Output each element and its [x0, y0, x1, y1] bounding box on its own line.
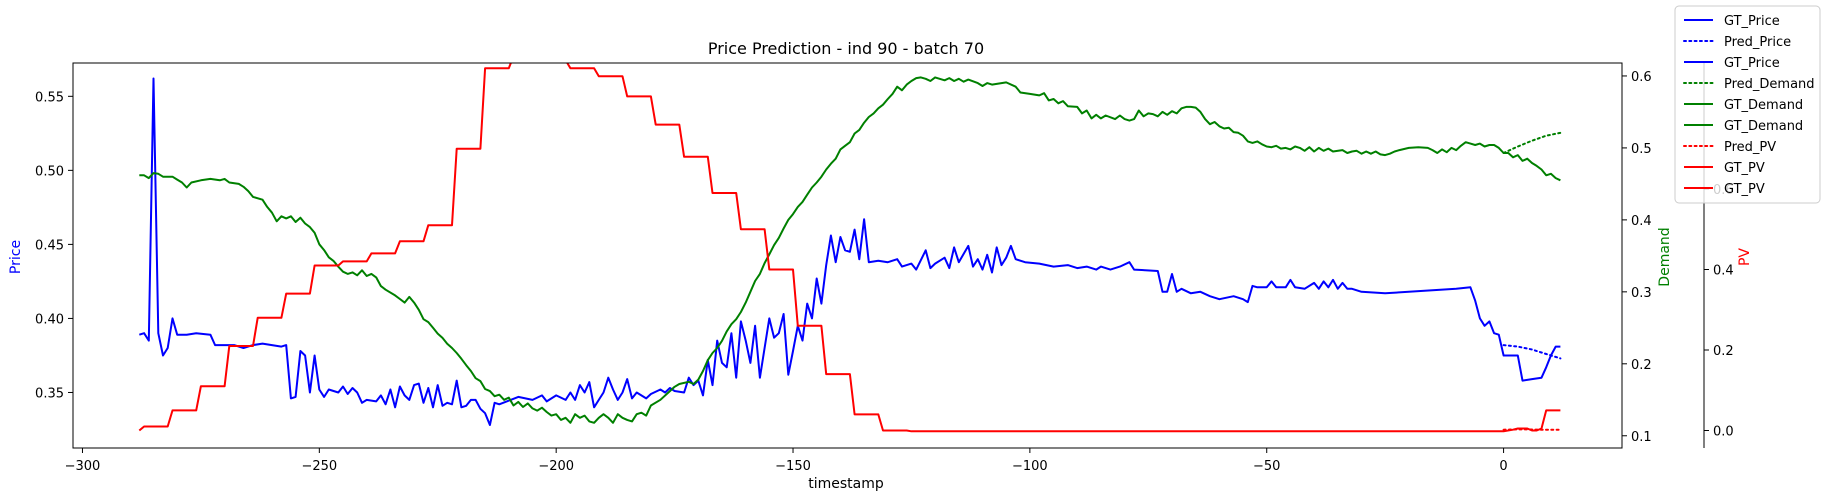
- x-tick-label: −200: [538, 459, 574, 474]
- demand-tick-label: 0.6: [1631, 70, 1652, 85]
- pv-tick-label: 0.2: [1713, 344, 1734, 359]
- price-tick-label: 0.45: [35, 238, 64, 253]
- legend: GT_Price Pred_Price GT_Price Pred_Demand GT_…: [1674, 5, 1821, 204]
- plot-lines: [138, 63, 1562, 433]
- x-tick-label: 0: [1499, 459, 1507, 474]
- series-line-pred-price: [1502, 344, 1562, 360]
- x-axis-label: timestamp: [808, 476, 884, 492]
- series-line-pred-demand: [1502, 131, 1562, 154]
- chart-title: Price Prediction - ind 90 - batch 70: [708, 39, 984, 58]
- x-tick-label: −150: [775, 459, 811, 474]
- demand-tick-label: 0.4: [1631, 214, 1652, 229]
- legend-box: [1674, 5, 1821, 204]
- demand-tick-label: 0.1: [1631, 430, 1652, 445]
- demand-axis-label: Demand: [1657, 227, 1673, 286]
- pv-tick-label: 0.4: [1713, 263, 1734, 278]
- pv-tick-label: 0.0: [1713, 424, 1734, 439]
- x-tick-label: −300: [65, 459, 101, 474]
- series-line-gt-price: [139, 77, 1561, 426]
- legend-label: Pred_Demand: [1724, 77, 1815, 92]
- axes: −300 −250 −200 −150 −100 −50 00.350.400.450.50…: [35, 62, 1734, 474]
- demand-tick-label: 0.5: [1631, 142, 1652, 157]
- legend-label: GT_Demand: [1724, 98, 1803, 113]
- legend-label: GT_PV: [1724, 182, 1765, 197]
- x-tick-label: −50: [1253, 459, 1280, 474]
- pv-axis-label: PV: [1737, 248, 1753, 266]
- price-tick-label: 0.35: [35, 386, 64, 401]
- x-tick-label: −250: [301, 459, 337, 474]
- demand-tick-label: 0.3: [1631, 286, 1652, 301]
- legend-label: GT_Price: [1724, 14, 1780, 29]
- legend-label: GT_Demand: [1724, 119, 1803, 134]
- legend-label: Pred_PV: [1724, 140, 1776, 155]
- legend-label: Pred_Price: [1724, 35, 1791, 50]
- price-tick-label: 0.40: [35, 312, 64, 327]
- plot-frame: [72, 62, 1623, 449]
- price-axis-label: Price: [8, 240, 24, 274]
- x-tick-label: −100: [1012, 459, 1048, 474]
- series-line-gt-demand: [139, 76, 1561, 424]
- price-tick-label: 0.50: [35, 164, 64, 179]
- demand-tick-label: 0.2: [1631, 358, 1652, 373]
- price-tick-label: 0.55: [35, 90, 64, 105]
- legend-label: GT_Price: [1724, 56, 1780, 71]
- series-line-gt-pv: [138, 63, 1561, 433]
- legend-label: GT_PV: [1724, 161, 1765, 176]
